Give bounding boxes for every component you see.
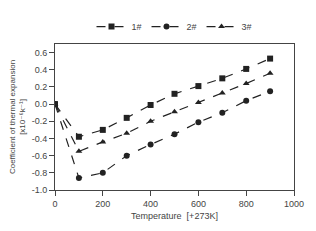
svg-text:Temperature [+273K]: Temperature [+273K] — [131, 211, 218, 221]
svg-text:1#: 1# — [132, 22, 142, 32]
svg-text:0.4: 0.4 — [35, 65, 48, 75]
svg-text:3#: 3# — [242, 22, 252, 32]
svg-text:200: 200 — [95, 199, 110, 209]
svg-text:800: 800 — [239, 199, 254, 209]
svg-text:0: 0 — [52, 199, 57, 209]
svg-text:-1.0: -1.0 — [32, 185, 48, 195]
svg-text:-0.2: -0.2 — [32, 116, 48, 126]
svg-text:600: 600 — [191, 199, 206, 209]
svg-text:0.0: 0.0 — [35, 99, 48, 109]
svg-text:2#: 2# — [187, 22, 197, 32]
svg-text:-0.4: -0.4 — [32, 134, 48, 144]
svg-text:-0.6: -0.6 — [32, 151, 48, 161]
svg-text:0.6: 0.6 — [35, 48, 48, 58]
svg-text:1000: 1000 — [284, 199, 304, 209]
svg-text:400: 400 — [143, 199, 158, 209]
svg-text:0.2: 0.2 — [35, 82, 48, 92]
svg-text:-0.8: -0.8 — [32, 168, 48, 178]
svg-text:Coefficient of thermal expansi: Coefficient of thermal expansion[x10⁻⁶k⁻… — [8, 60, 27, 174]
